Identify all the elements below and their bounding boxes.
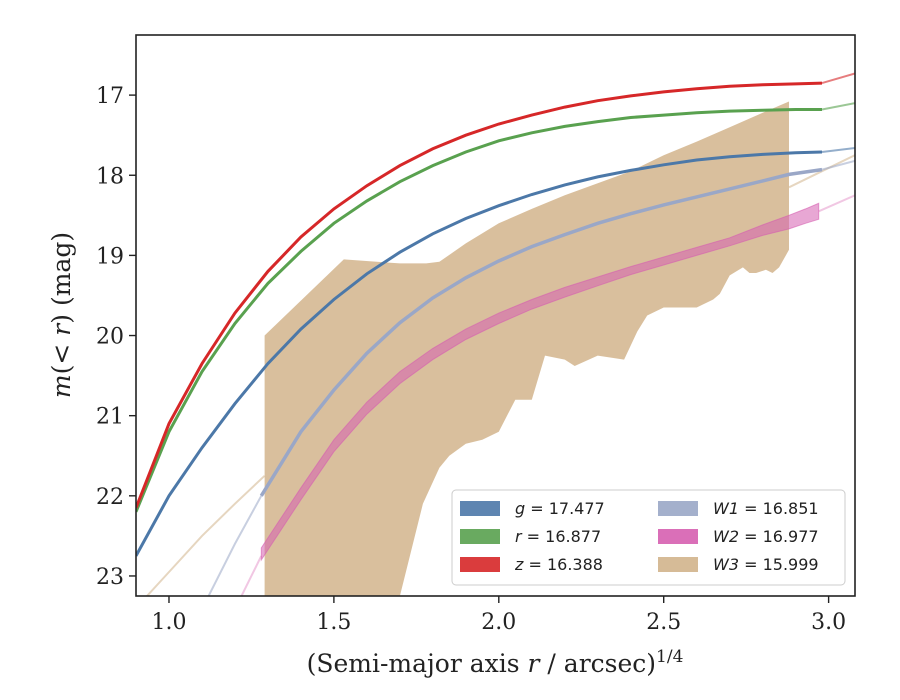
x-tick-label: 1.0 — [151, 610, 186, 635]
y-tick-label: 21 — [96, 405, 124, 430]
g-curve — [136, 150, 823, 557]
legend-label: r = 16.877 — [515, 527, 601, 546]
r-extrapolation-line — [821, 102, 855, 111]
w1-curve — [259, 167, 823, 497]
legend-label: g = 17.477 — [515, 499, 605, 518]
x-tick-label: 2.5 — [646, 610, 681, 635]
x-tick-label: 1.5 — [316, 610, 351, 635]
w2-extrapolation-tail — [818, 194, 855, 213]
y-axis-title: m(< r) (mag) — [47, 232, 76, 398]
y-tick-label: 20 — [96, 325, 124, 350]
y-tick-label: 18 — [96, 164, 124, 189]
legend-label: W1 = 16.851 — [713, 499, 819, 518]
y-tick-label: 23 — [96, 565, 124, 590]
legend: g = 17.477 r = 16.877 z = 16.388 W1 = 16.85… — [451, 489, 846, 586]
legend-swatch — [658, 557, 698, 572]
y-tick-label: 17 — [96, 84, 124, 109]
legend-label: W2 = 16.977 — [713, 527, 819, 546]
legend-label: z = 16.388 — [514, 555, 603, 574]
legend-swatch — [658, 501, 698, 516]
r-curve — [136, 108, 822, 513]
legend-swatch — [460, 557, 500, 572]
w3-band — [264, 101, 790, 596]
legend-swatch — [460, 529, 500, 544]
z-extrapolation-line — [821, 72, 855, 85]
w1-extrapolation-tail — [821, 159, 855, 171]
x-axis-title: (Semi-major axis r / arcsec)1/4 — [307, 647, 684, 678]
y-tick-label: 22 — [96, 485, 124, 510]
x-tick-label: 3.0 — [811, 610, 846, 635]
w3-extrapolation-line — [145, 475, 266, 596]
z-curve — [136, 81, 823, 509]
g-extrapolation-line — [821, 147, 855, 153]
axis-ticks: 1.0 1.5 2.0 2.5 3.0 17 18 19 20 21 22 23 — [96, 84, 846, 635]
legend-box — [451, 489, 846, 586]
legend-label: W3 = 15.999 — [713, 555, 819, 574]
w2-band — [260, 202, 820, 562]
w1-extrapolation-line — [207, 495, 263, 596]
legend-swatch — [658, 529, 698, 544]
plot-area — [136, 72, 855, 596]
plot-frame — [135, 34, 856, 597]
x-tick-label: 2.0 — [481, 610, 516, 635]
legend-swatch — [460, 501, 500, 516]
w2-extrapolation-line — [240, 555, 263, 596]
y-tick-label: 19 — [96, 244, 124, 269]
